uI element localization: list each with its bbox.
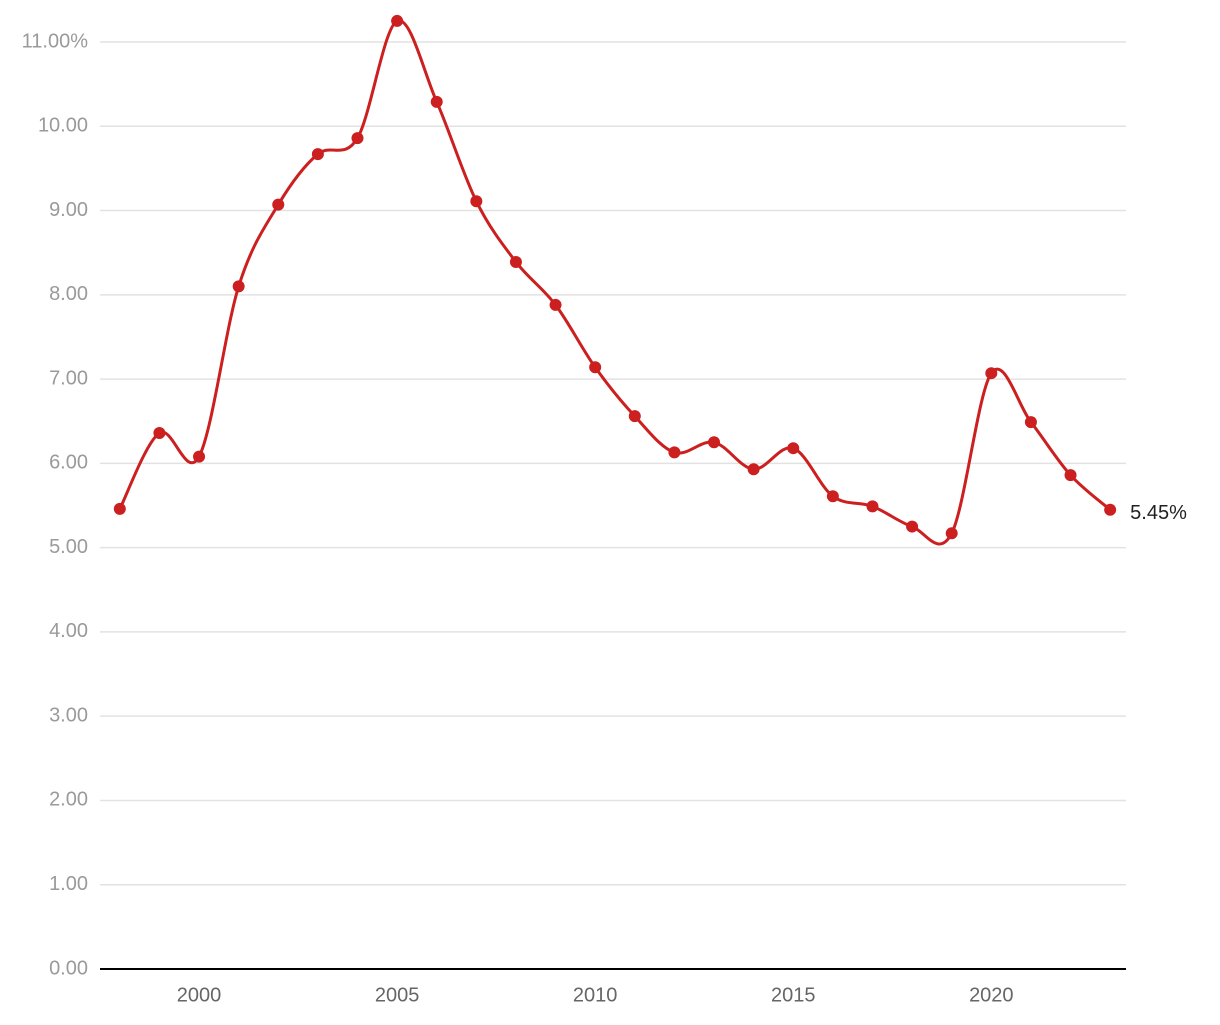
point bbox=[985, 367, 998, 380]
point bbox=[945, 527, 958, 540]
point bbox=[509, 255, 522, 268]
point bbox=[153, 427, 166, 440]
point bbox=[589, 361, 602, 374]
point bbox=[272, 198, 285, 211]
point bbox=[193, 450, 206, 463]
y-tick-label: 1.00 bbox=[49, 873, 88, 895]
y-tick-label: 3.00 bbox=[49, 704, 88, 726]
y-tick-label: 7.00 bbox=[49, 367, 88, 389]
y-tick-label: 0.00 bbox=[49, 957, 88, 979]
x-tick-label: 2005 bbox=[375, 984, 420, 1006]
point bbox=[747, 463, 760, 476]
point bbox=[549, 298, 562, 311]
point bbox=[866, 500, 879, 513]
point bbox=[351, 132, 364, 145]
point bbox=[1064, 469, 1077, 482]
point bbox=[311, 148, 324, 161]
y-tick-label: 10.00 bbox=[38, 115, 88, 137]
point bbox=[1024, 416, 1037, 429]
point bbox=[113, 502, 126, 515]
line bbox=[118, 19, 1112, 546]
y-tick-label: 9.00 bbox=[49, 199, 88, 221]
point bbox=[232, 280, 245, 293]
y-tick-label: 4.00 bbox=[49, 620, 88, 642]
point bbox=[787, 442, 800, 455]
y-tick-label: 5.00 bbox=[49, 536, 88, 558]
y-tick-label: 6.00 bbox=[49, 452, 88, 474]
point bbox=[708, 436, 721, 449]
value-label: 5.45% bbox=[1130, 502, 1187, 524]
point bbox=[826, 490, 839, 503]
x-tick-label: 2020 bbox=[969, 984, 1014, 1006]
x-tick-label: 2000 bbox=[177, 984, 222, 1006]
point bbox=[1104, 503, 1117, 516]
y-tick-label: 2.00 bbox=[49, 789, 88, 811]
point bbox=[906, 520, 919, 533]
y-tick-label: 11.00% bbox=[22, 30, 89, 52]
point bbox=[391, 14, 404, 27]
x-tick-label: 2010 bbox=[573, 984, 618, 1006]
x-tick-label: 2015 bbox=[771, 984, 816, 1006]
point bbox=[628, 410, 641, 423]
y-tick-label: 8.00 bbox=[49, 283, 88, 305]
point bbox=[668, 446, 681, 459]
point bbox=[430, 95, 443, 108]
point bbox=[470, 195, 483, 208]
